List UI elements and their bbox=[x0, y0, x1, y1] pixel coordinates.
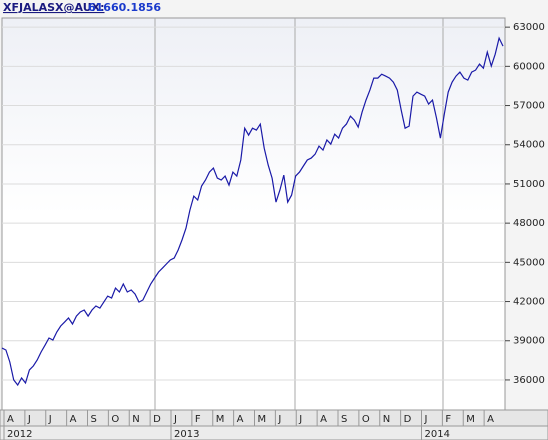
x-tick-label: M bbox=[466, 414, 475, 425]
x-tick-label: J bbox=[298, 414, 302, 425]
x-tick-label: F bbox=[445, 414, 451, 425]
y-tick-label: 54000 bbox=[513, 140, 545, 151]
x-tick-label: J bbox=[173, 414, 177, 425]
year-label: 2014 bbox=[425, 429, 450, 440]
x-tick-label: A bbox=[237, 414, 244, 425]
x-tick-label: N bbox=[383, 414, 390, 425]
year-label: 2013 bbox=[174, 429, 199, 440]
y-tick-label: 63000 bbox=[513, 22, 545, 33]
x-tick-label: A bbox=[320, 414, 327, 425]
x-tick-label: S bbox=[341, 414, 347, 425]
y-tick-label: 45000 bbox=[513, 257, 545, 268]
y-tick-label: 57000 bbox=[513, 101, 545, 112]
x-tick-label: O bbox=[362, 414, 370, 425]
x-tick-label: J bbox=[277, 414, 281, 425]
plot-area bbox=[1, 17, 506, 411]
x-tick-label: N bbox=[132, 414, 139, 425]
year-axis bbox=[0, 425, 548, 440]
year-label: 2012 bbox=[7, 429, 32, 440]
x-tick-label: D bbox=[404, 414, 412, 425]
line-series bbox=[1, 36, 504, 387]
x-tick-label: A bbox=[487, 414, 494, 425]
y-tick-label: 48000 bbox=[513, 218, 545, 229]
x-tick-label: M bbox=[216, 414, 225, 425]
chart-title: XFJALASX@AUX: bbox=[3, 1, 105, 14]
y-tick-label: 60000 bbox=[513, 61, 545, 72]
header-value: 61660.1856 bbox=[88, 1, 161, 14]
x-tick-label: D bbox=[153, 414, 161, 425]
y-tick-label: 39000 bbox=[513, 336, 545, 347]
y-tick-label: 36000 bbox=[513, 375, 545, 386]
y-tick-label: 51000 bbox=[513, 179, 545, 190]
x-tick-label: A bbox=[70, 414, 77, 425]
x-tick-label: A bbox=[7, 414, 14, 425]
x-tick-label: S bbox=[91, 414, 97, 425]
x-tick-label: J bbox=[27, 414, 31, 425]
x-tick-label: F bbox=[195, 414, 201, 425]
y-tick-label: 42000 bbox=[513, 297, 545, 308]
x-tick-label: J bbox=[424, 414, 428, 425]
x-tick-label: M bbox=[258, 414, 267, 425]
x-tick-label: O bbox=[111, 414, 119, 425]
x-tick-label: J bbox=[48, 414, 52, 425]
